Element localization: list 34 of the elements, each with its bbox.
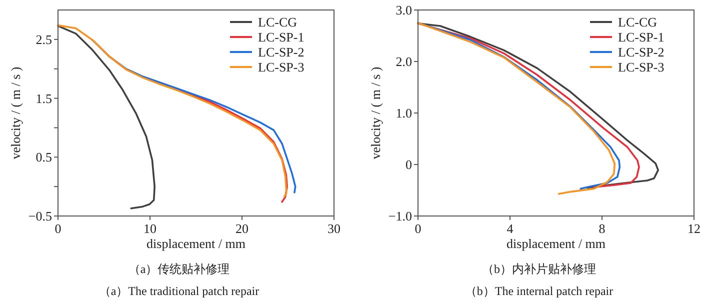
y-tick-label: 1.0 [396, 106, 412, 120]
x-tick-label: 20 [236, 221, 248, 236]
y-tick-label: 1.5 [36, 90, 52, 106]
legend-label: LC-SP-1 [258, 30, 304, 44]
y-tick-label: 2.0 [396, 54, 412, 69]
text: （b）The internal patch repair [464, 284, 614, 298]
legend-label: LC-SP-3 [618, 60, 664, 74]
x-tick-label: 4 [506, 221, 514, 236]
legend-label: LC-CG [258, 14, 297, 30]
y-tick-label: 0 [406, 157, 412, 172]
x-axis-title: displacement / mm [146, 236, 246, 251]
x-tick-label: 10 [144, 221, 156, 236]
x-axis-title: displacement / mm [506, 236, 606, 251]
legend-label: LC-SP-2 [258, 44, 304, 60]
y-tick-label: 2.5 [36, 32, 52, 47]
x-tick-label: 8 [598, 221, 606, 236]
y-tick-label: 0.5 [36, 150, 52, 165]
y-axis-title: velocity / ( m / s ) [368, 66, 383, 160]
line-series [57, 24, 156, 210]
text: （b）内补片贴补修理 [482, 262, 596, 276]
x-tick-label: 30 [328, 221, 340, 236]
legend-label: LC-SP-1 [618, 30, 664, 44]
x-tick-label: 12 [688, 221, 700, 236]
text: （a）The traditional patch repair [98, 284, 260, 298]
x-tick-label: 0 [54, 221, 62, 236]
x-tick-label: 0 [414, 221, 422, 236]
legend-label: LC-SP-3 [258, 60, 304, 74]
legend-label: LC-SP-2 [618, 44, 664, 60]
legend-label: LC-CG [618, 14, 657, 30]
text: （a）传统贴补修理 [128, 262, 230, 276]
y-axis-title: velocity / ( m / s ) [8, 66, 23, 160]
y-tick-label: −0.5 [28, 208, 52, 224]
y-tick-label: −1.0 [388, 208, 412, 224]
y-tick-label: 3.0 [396, 2, 412, 18]
